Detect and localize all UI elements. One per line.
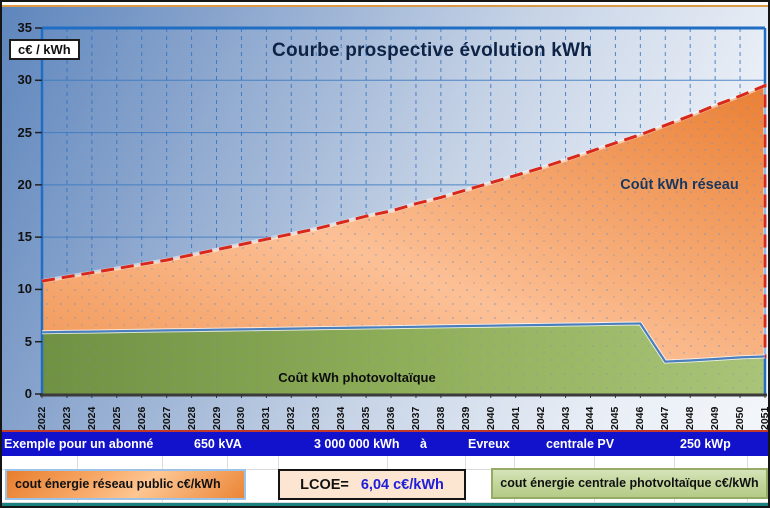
x-axis-tick-label: 2042 [534,406,547,430]
x-axis-tick-label: 2047 [659,406,672,430]
y-axis-tick-label: 30 [17,72,32,88]
y-axis-tick-label: 10 [17,281,32,297]
x-axis-tick-label: 2025 [110,406,123,430]
x-axis-tick-label: 2023 [60,406,73,430]
series-label-reseau: Coût kWh réseau [620,177,739,193]
info-bar-item: 650 kVA [194,437,242,451]
x-axis-tick-label: 2024 [85,406,98,430]
series-label-pv: Coût kWh photovoltaïque [278,370,436,385]
x-axis-tick-label: 2032 [285,406,298,430]
top-cell-border [2,5,768,7]
bottom-teal-border [2,503,768,506]
y-axis-tick-label: 0 [24,386,32,401]
lcoe-label: LCOE= [300,476,349,493]
x-axis-tick-label: 2046 [634,406,647,430]
x-axis-tick-label: 2045 [609,406,622,430]
y-axis-tick-label: 5 [24,333,32,349]
x-axis-tick-label: 2050 [734,406,747,430]
x-axis-tick-label: 2036 [385,406,398,430]
cell-gridline [2,502,768,503]
info-bar-item: Exemple pour un abonné [4,437,154,451]
x-axis-tick-label: 2049 [709,406,722,430]
x-axis-tick-label: 2051 [759,406,770,430]
x-axis-tick-label: 2031 [260,406,273,430]
x-axis-tick-label: 2022 [36,406,48,430]
x-axis-tick-label: 2041 [509,406,522,430]
x-axis-tick-label: 2035 [360,406,373,430]
x-axis-tick-label: 2030 [235,406,248,430]
info-bar-item: à [420,437,427,451]
x-axis-tick-label: 2037 [409,406,422,430]
info-bar-item: 3 000 000 kWh [314,437,400,451]
x-axis-tick-label: 2043 [559,406,572,430]
x-axis-tick-label: 2038 [434,406,447,430]
lcoe-value: 6,04 c€/kWh [360,476,444,493]
y-axis-unit-box: c€ / kWh [9,39,80,60]
legend-pv-cell[interactable]: cout énergie centrale photvoltaïque c€/k… [491,468,768,499]
x-axis-tick-label: 2028 [185,406,198,430]
y-axis-tick-label: 35 [17,20,32,35]
red-divider-line [2,430,768,432]
info-bar-item: centrale PV [546,437,615,451]
x-axis-tick-label: 2044 [584,406,597,430]
x-axis-tick-label: 2040 [484,406,497,430]
lcoe-cell[interactable]: LCOE= 6,04 c€/kWh [278,469,466,500]
chart-title: Courbe prospective évolution kWh [272,40,592,61]
legend-reseau-cell[interactable]: cout énergie réseau public c€/kWh [5,469,246,500]
x-axis-tick-label: 2033 [310,406,323,430]
y-axis-tick-label: 15 [17,229,32,245]
info-bar[interactable]: Exemple pour un abonné 650 kVA 3 000 000 k… [2,432,768,456]
x-axis-tick-label: 2026 [135,406,148,430]
x-axis-tick-label: 2027 [160,406,173,430]
plot-canvas [35,26,767,398]
info-bar-item: Evreux [468,437,510,451]
x-axis-tick-label: 2034 [335,406,348,430]
y-axis-tick-label: 20 [17,176,32,192]
x-axis-tick-label: 2048 [684,406,697,430]
x-axis-tick-label: 2029 [210,406,223,430]
x-axis-tick-label: 2039 [459,406,472,430]
info-bar-item: 250 kWp [680,437,731,451]
chart-area[interactable]: Courbe prospective évolution kWh c€ / kW… [2,7,768,431]
y-axis-tick-label: 25 [17,124,32,140]
